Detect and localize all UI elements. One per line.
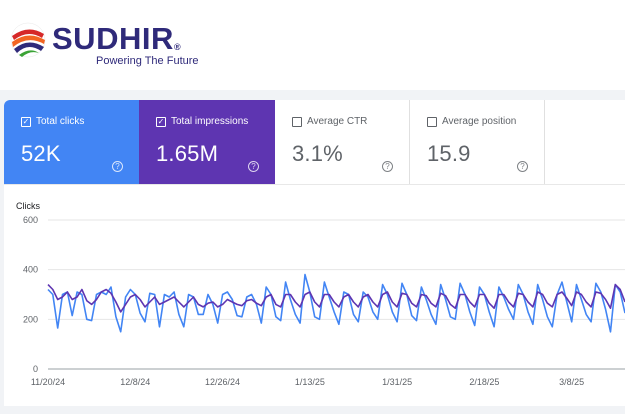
metric-label: Average CTR: [307, 116, 368, 127]
metric-label: Average position: [442, 116, 517, 127]
metric-value: 15.9: [427, 141, 471, 166]
y-tick-label: 400: [23, 265, 38, 275]
x-tick-label: 2/18/25: [469, 377, 499, 387]
x-tick-label: 1/13/25: [295, 377, 325, 387]
help-circle-icon[interactable]: ?: [517, 161, 528, 172]
checkbox-checked-icon[interactable]: ✓: [156, 117, 166, 127]
x-tick-label: 12/8/24: [120, 377, 150, 387]
company-logo[interactable]: SUDHIR ® Powering The Future: [8, 14, 208, 70]
metric-total-impressions[interactable]: ✓ Total impressions 1.65M ?: [139, 100, 275, 184]
series-line-purple: [47, 283, 625, 313]
brand-name: SUDHIR: [52, 21, 174, 56]
y-tick-label: 600: [23, 215, 38, 225]
checkbox-checked-icon[interactable]: ✓: [21, 117, 31, 127]
metric-value: 3.1%: [292, 141, 343, 166]
metric-value: 1.65M: [156, 141, 219, 166]
metric-average-ctr[interactable]: Average CTR 3.1% ?: [275, 100, 410, 184]
metric-total-clicks[interactable]: ✓ Total clicks 52K ?: [4, 100, 139, 184]
metric-label: Total clicks: [36, 116, 85, 127]
x-tick-label: 1/31/25: [382, 377, 412, 387]
x-tick-label: 11/20/24: [31, 377, 65, 387]
brand-tagline: Powering The Future: [96, 55, 199, 67]
checkbox-unchecked-icon[interactable]: [292, 117, 302, 127]
help-circle-icon[interactable]: ?: [112, 161, 123, 172]
help-circle-icon[interactable]: ?: [382, 161, 393, 172]
registered-mark: ®: [174, 42, 181, 52]
metric-value: 52K: [21, 141, 61, 166]
performance-chart: Clicks 0 200 400 600 11/20/24 12/8/24 12/26/24 1…: [4, 184, 625, 406]
help-circle-icon[interactable]: ?: [248, 161, 259, 172]
x-tick-label: 3/8/25: [559, 377, 584, 387]
metric-average-position[interactable]: Average position 15.9 ?: [410, 100, 545, 184]
y-tick-label: 200: [23, 314, 38, 324]
y-tick-label: 0: [33, 364, 38, 374]
checkbox-unchecked-icon[interactable]: [427, 117, 437, 127]
metric-label: Total impressions: [171, 116, 249, 127]
clicks-line-chart[interactable]: Clicks 0 200 400 600 11/20/24 12/8/24 12/26/24 1…: [4, 185, 625, 407]
logo-globe-icon: [10, 22, 46, 58]
y-axis-label: Clicks: [16, 201, 40, 211]
x-tick-label: 12/26/24: [205, 377, 240, 387]
series-line-blue: [47, 273, 625, 333]
